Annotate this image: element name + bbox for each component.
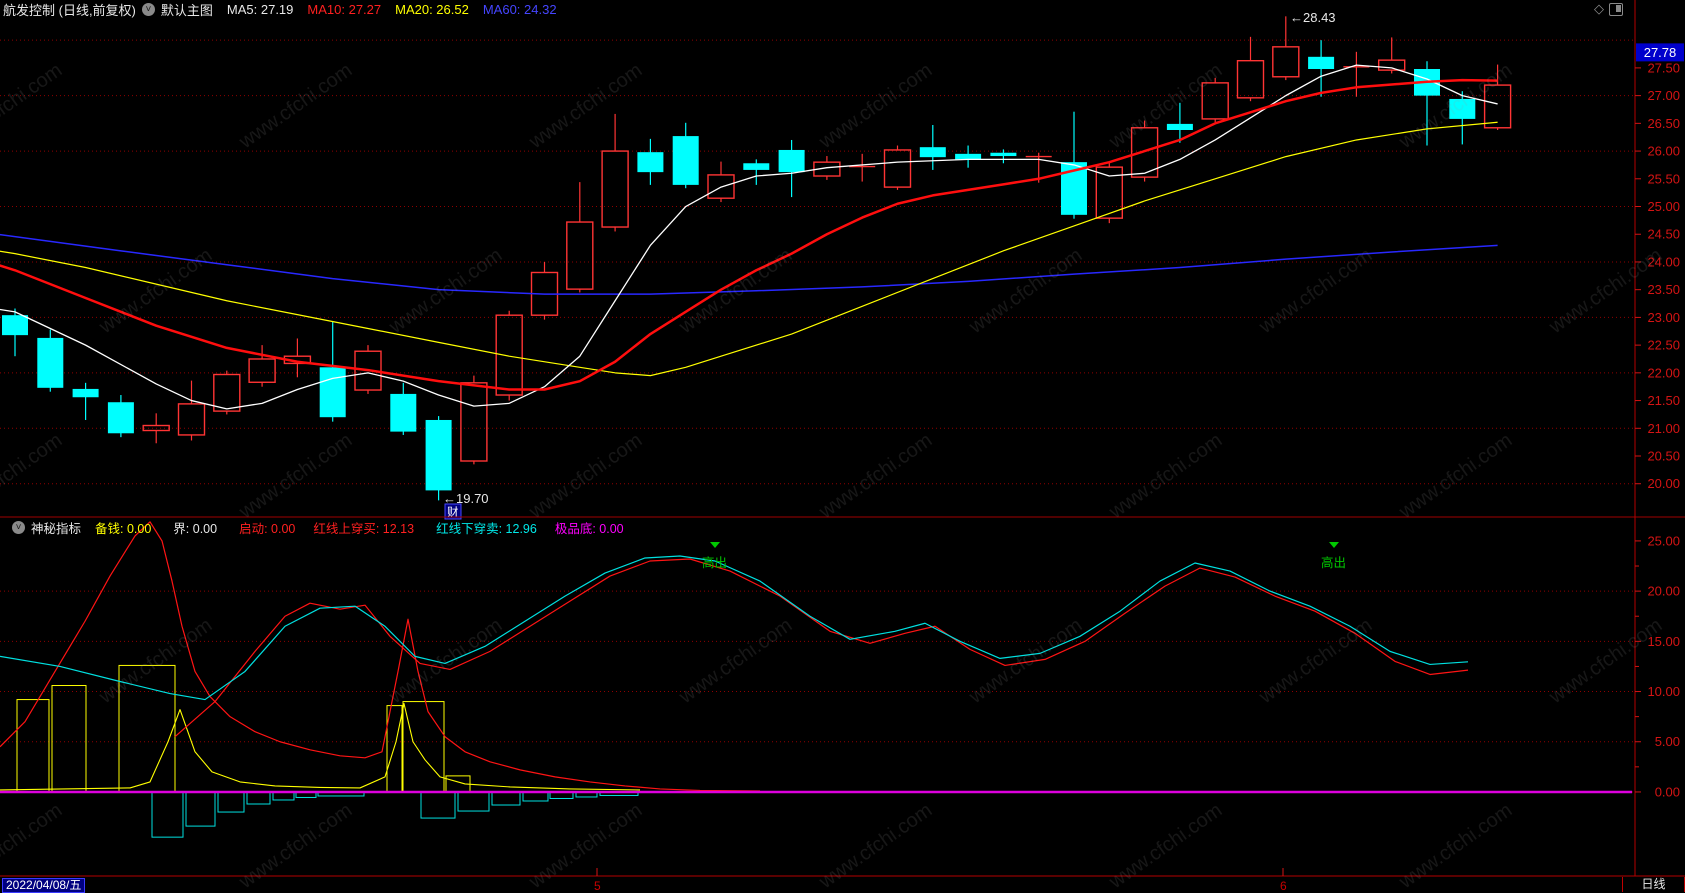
svg-text:←19.70: ←19.70 [443,491,489,506]
svg-text:财: 财 [447,505,459,519]
svg-text:26.50: 26.50 [1647,116,1680,131]
layout-selector[interactable]: 默认主图 [160,2,213,18]
svg-text:高出: 高出 [1321,555,1346,570]
indicator-field-4: 红线下穿卖: 12.96 [436,521,537,536]
svg-text:25.00: 25.00 [1647,199,1680,214]
svg-text:26.00: 26.00 [1647,144,1680,159]
first-date-label: 2022/04/08/五 [2,878,86,893]
svg-text:23.50: 23.50 [1647,282,1680,297]
panel-layout-icon[interactable] [1609,2,1623,16]
ma-label-3: MA60: 24.32 [482,1,557,17]
svg-text:5.00: 5.00 [1655,734,1680,749]
svg-text:0.00: 0.00 [1655,784,1680,799]
indicator-field-3: 红线上穿买: 12.13 [313,521,415,536]
svg-text:20.00: 20.00 [1647,476,1680,491]
svg-text:15.00: 15.00 [1647,634,1680,649]
svg-text:22.00: 22.00 [1647,365,1680,380]
ma-label-0: MA5: 27.19 [226,1,294,17]
svg-text:22.50: 22.50 [1647,338,1680,353]
svg-text:10.00: 10.00 [1647,684,1680,699]
month-label-1: 6 [1280,879,1287,893]
svg-text:20.00: 20.00 [1647,584,1680,599]
ma-label-1: MA10: 27.27 [307,1,382,17]
ma-label-2: MA20: 26.52 [395,1,469,17]
svg-text:24.00: 24.00 [1647,254,1680,269]
chevron-down-icon[interactable]: ˅ [12,520,25,534]
stock-title: 航发控制 (日线,前复权) [3,2,136,18]
svg-text:21.50: 21.50 [1647,393,1680,408]
indicator-header: ˅ 神秘指标 备钱: 0.00 界: 0.00 启动: 0.00 红线上穿买: 12.… [0,518,646,536]
svg-text:27.00: 27.00 [1647,88,1680,103]
svg-text:23.00: 23.00 [1647,310,1680,325]
indicator-field-1: 界: 0.00 [173,521,218,536]
indicator-field-5: 极品底: 0.00 [554,521,624,536]
svg-text:20.50: 20.50 [1647,449,1680,464]
indicator-name[interactable]: 神秘指标 [31,521,82,536]
diamond-icon[interactable]: ◇ [1594,1,1604,16]
period-selector[interactable]: 日线 [1622,877,1685,892]
main-chart-header: 航发控制 (日线,前复权) ˅ 默认主图 MA5: 27.19 MA10: 27.… [0,0,571,18]
time-axis-bar: 2022/04/08/五 5 6 日线 [0,877,1685,893]
indicator-field-2: 启动: 0.00 [239,521,296,536]
svg-text:25.50: 25.50 [1647,171,1680,186]
svg-text:25.00: 25.00 [1647,533,1680,548]
indicator-values: 备钱: 0.00 界: 0.00 启动: 0.00 红线上穿买: 12.13 红线下穿卖… [95,518,646,537]
svg-text:27.78: 27.78 [1644,45,1677,60]
month-label-0: 5 [594,879,601,893]
ma-legend: MA5: 27.19 MA10: 27.27 MA20: 26.52 MA60: 24… [227,2,571,17]
svg-text:21.00: 21.00 [1647,421,1680,436]
svg-text:27.50: 27.50 [1647,60,1680,75]
svg-text:←28.43: ←28.43 [1290,10,1336,25]
svg-text:24.50: 24.50 [1647,227,1680,242]
chevron-down-icon[interactable]: ˅ [141,2,155,16]
svg-text:高出: 高出 [702,555,727,570]
indicator-field-0: 备钱: 0.00 [95,521,152,536]
window-controls: ◇ [1594,1,1623,17]
